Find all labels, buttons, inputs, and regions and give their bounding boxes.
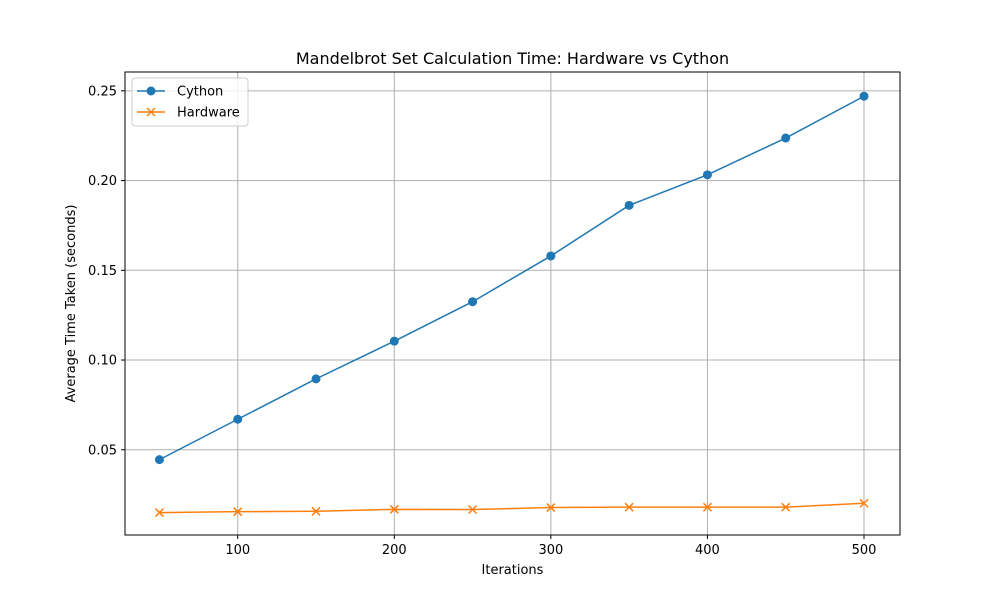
x-tick-label: 300 — [538, 543, 563, 558]
grid — [125, 72, 900, 535]
series-cython — [154, 91, 869, 465]
hardware-point — [468, 504, 478, 515]
series-layer — [154, 91, 869, 518]
marker-stroke — [154, 508, 164, 518]
legend-item-cython: Cython — [137, 85, 223, 100]
hardware-point — [624, 502, 634, 512]
cython-point — [154, 455, 164, 465]
cython-point — [546, 251, 556, 261]
hardware-point — [389, 504, 399, 514]
cython-point — [859, 91, 869, 101]
cython-point — [311, 374, 321, 384]
y-tick-label: 0.20 — [88, 174, 117, 189]
x-axis: 100 200 300 400 500 — [225, 535, 876, 558]
hardware-point — [781, 502, 791, 512]
cython-point — [389, 336, 399, 346]
x-tick-label: 400 — [695, 543, 720, 558]
marker-stroke — [468, 504, 478, 515]
legend-box — [131, 77, 249, 127]
hardware-line — [159, 502, 865, 514]
legend: Cython Hardware — [131, 77, 249, 127]
y-tick-label: 0.10 — [88, 354, 117, 369]
marker-stroke — [546, 503, 556, 513]
series-hardware — [154, 498, 869, 518]
cython-point — [468, 297, 478, 307]
marker-stroke — [146, 107, 156, 117]
hardware-point — [233, 507, 243, 517]
y-tick-label: 0.05 — [88, 443, 117, 458]
chart-title: Mandelbrot Set Calculation Time: Hardwar… — [296, 49, 729, 68]
plot-frame — [124, 71, 901, 536]
hardware-point — [859, 498, 869, 508]
legend-item-hardware: Hardware — [137, 106, 240, 121]
y-axis-label: Average Time Taken (seconds) — [64, 205, 79, 403]
hardware-point — [546, 503, 556, 513]
legend-marker — [146, 107, 156, 117]
x-axis-label: Iterations — [482, 563, 544, 578]
hardware-point — [311, 506, 321, 516]
legend-label: Hardware — [177, 106, 240, 121]
x-tick-label: 200 — [382, 543, 407, 558]
y-tick-label: 0.15 — [88, 264, 117, 279]
hardware-point — [702, 502, 712, 512]
legend-label: Cython — [177, 85, 223, 100]
cython-point — [781, 133, 791, 143]
cython-line — [159, 95, 865, 461]
y-axis: 0.05 0.10 0.15 0.20 0.25 — [88, 84, 125, 458]
y-tick-label: 0.25 — [88, 84, 117, 99]
marker-stroke — [389, 504, 399, 514]
cython-point — [624, 200, 634, 210]
hardware-point — [154, 508, 164, 518]
marker-stroke — [781, 502, 791, 512]
marker-stroke — [702, 502, 712, 512]
marker-stroke — [311, 506, 321, 516]
legend-marker — [146, 86, 156, 96]
marker-stroke — [624, 502, 634, 512]
cython-point — [702, 170, 712, 180]
marker-stroke — [233, 507, 243, 517]
x-tick-label: 100 — [225, 543, 250, 558]
x-tick-label: 500 — [852, 543, 877, 558]
marker-stroke — [859, 498, 869, 508]
cython-point — [233, 414, 243, 424]
